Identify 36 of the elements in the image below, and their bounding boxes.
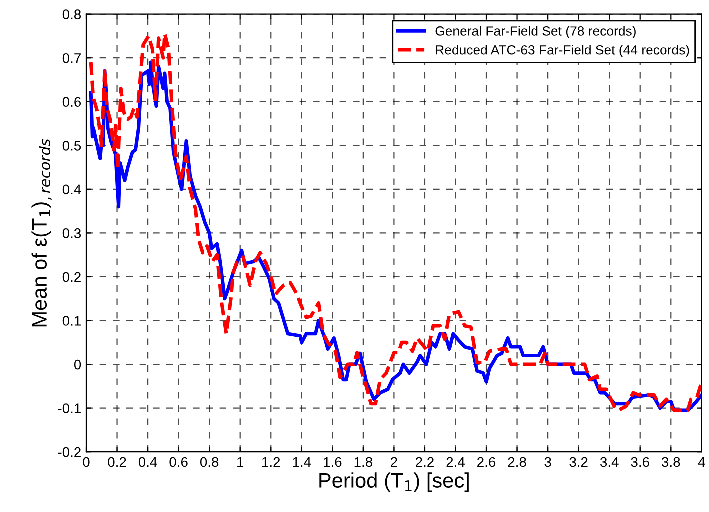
x-tick-label: 0.2: [108, 457, 126, 468]
y-tick-label: 0.5: [62, 141, 82, 151]
x-tick-label: 0.6: [170, 457, 188, 468]
x-tick-label: 3.6: [631, 457, 650, 468]
x-tick-label: 1.6: [324, 457, 342, 468]
x-tick-label: 4: [698, 457, 706, 468]
x-tick-label: 0: [83, 457, 90, 468]
x-tick-label: 1.2: [262, 457, 280, 468]
x-tick-label: 3.2: [570, 457, 588, 468]
y-tick-label: -0.1: [58, 404, 81, 414]
y-tick-label: 0.7: [62, 53, 81, 64]
y-tick-label: 0: [74, 360, 82, 370]
x-tick-label: 0.8: [200, 457, 219, 468]
y-tick-label: 0.2: [62, 272, 81, 282]
x-axis-title: Period (T$_{1}$) [sec]: [320, 472, 469, 492]
x-tick-label: 3: [544, 457, 552, 468]
y-axis-title: Mean of ε(T$_{1}$)$_{,records}$: [32, 139, 52, 327]
legend-label: Reduced ATC-63 Far-Field Set (44 records): [436, 45, 690, 58]
x-tick-label: 3.4: [600, 457, 619, 468]
y-tick-label: 0.6: [62, 97, 82, 108]
y-tick-label: 0.8: [62, 10, 82, 20]
x-tick-label: 1: [238, 457, 244, 468]
y-tick-label: 0.3: [62, 228, 82, 238]
x-tick-label: 2.8: [508, 457, 526, 468]
legend-label: General Far-Field Set (78 records): [436, 26, 636, 39]
y-tick-label: 0.1: [62, 316, 81, 326]
x-tick-label: 2.4: [446, 457, 465, 468]
x-tick-label: 2.2: [416, 457, 434, 468]
x-tick-label: 3.8: [662, 457, 680, 468]
y-tick-label: 0.4: [62, 184, 82, 195]
x-tick-label: 2.6: [478, 457, 496, 468]
x-tick-label: 0.4: [138, 457, 158, 468]
x-tick-label: 1.8: [354, 457, 372, 468]
y-tick-label: -0.2: [58, 447, 81, 458]
x-tick-label: 2: [391, 457, 398, 468]
x-tick-label: 1.4: [293, 457, 312, 468]
